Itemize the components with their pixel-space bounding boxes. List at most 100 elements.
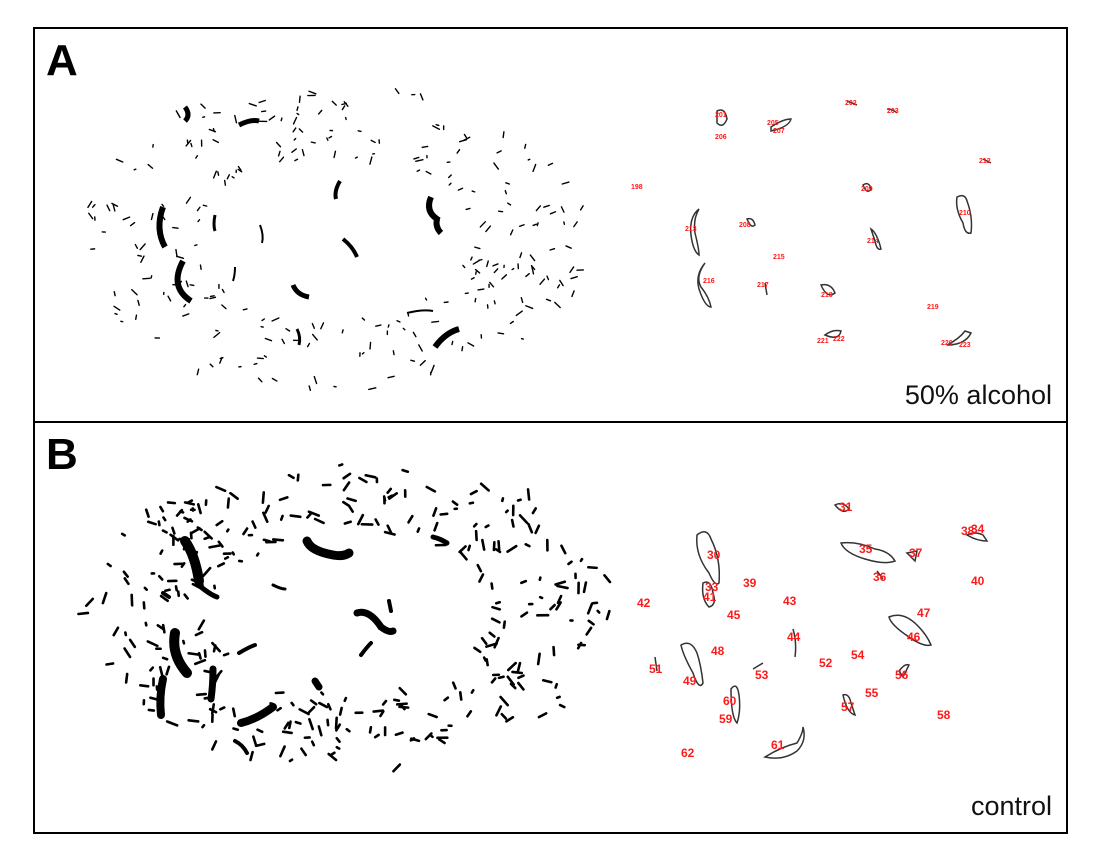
particle <box>396 320 401 323</box>
particle <box>520 579 528 585</box>
particle <box>261 491 266 504</box>
particle <box>485 658 489 667</box>
particle <box>555 601 562 611</box>
particle <box>226 497 231 509</box>
particle <box>133 168 137 171</box>
panel-a: A <box>33 27 1068 423</box>
particle <box>571 290 575 298</box>
particle <box>394 731 404 737</box>
region-label: 209 <box>861 186 873 193</box>
particle <box>138 683 150 688</box>
particle <box>386 487 393 495</box>
particle <box>474 297 477 303</box>
particle <box>313 375 318 385</box>
condition-caption: 50% alcohol <box>904 380 1052 410</box>
particle <box>178 280 183 286</box>
particle <box>493 268 499 274</box>
particle <box>172 226 179 229</box>
particle <box>398 686 408 696</box>
particle <box>176 590 181 598</box>
particle <box>218 283 220 290</box>
particle <box>182 542 187 551</box>
particle <box>326 702 332 711</box>
particle <box>190 142 193 148</box>
particle <box>392 350 395 356</box>
particle <box>486 260 489 268</box>
particle <box>94 216 96 221</box>
particle <box>200 139 203 147</box>
particle <box>561 181 570 185</box>
particle <box>311 333 318 341</box>
particle <box>451 340 454 346</box>
particle <box>480 636 488 646</box>
particle <box>499 695 510 707</box>
particle <box>209 295 215 298</box>
particle <box>418 344 423 352</box>
particle <box>123 577 130 586</box>
particle <box>506 661 517 672</box>
particle <box>506 544 518 553</box>
particle <box>161 623 166 634</box>
region-labels: 30 31 33 34 35 37 38 36 40 41 39 42 45 43 44 46 47 48 49 51… <box>637 500 985 760</box>
particle <box>431 320 440 323</box>
particle <box>274 691 285 695</box>
particle <box>222 552 232 555</box>
particle <box>317 109 323 115</box>
particle <box>517 263 520 270</box>
region-label: 221 <box>817 338 829 345</box>
region-label: 56 <box>895 668 909 682</box>
particle <box>585 626 593 636</box>
particle <box>477 288 485 291</box>
particle <box>231 175 235 179</box>
particle <box>203 669 216 675</box>
region-label: 34 <box>971 522 985 536</box>
particle <box>516 661 522 674</box>
panel-a-figure: 201 205 206 202 203 198 207 212 209 210 213 208 214 2… <box>87 88 992 392</box>
particle <box>157 520 161 527</box>
particle <box>565 245 572 249</box>
particle <box>210 740 218 751</box>
particle <box>183 501 196 506</box>
particle <box>354 156 358 159</box>
particle <box>209 363 214 368</box>
region-label: 31 <box>839 500 853 514</box>
region-label: 44 <box>787 630 801 644</box>
particle <box>421 145 429 149</box>
particle <box>292 339 299 342</box>
particle <box>261 318 266 322</box>
particle <box>152 677 155 687</box>
region-label: 212 <box>979 158 991 165</box>
region-label: 206 <box>715 134 727 141</box>
particle <box>359 352 361 357</box>
particle <box>149 696 159 701</box>
region-label: 213 <box>685 226 697 233</box>
particle <box>361 317 366 321</box>
particle <box>545 538 549 552</box>
particle <box>587 565 598 570</box>
particle <box>167 295 172 302</box>
particle <box>178 537 191 541</box>
region-label: 223 <box>959 342 971 349</box>
particle <box>586 602 594 615</box>
particle <box>158 665 164 677</box>
particle <box>541 678 553 684</box>
particle <box>358 476 368 484</box>
region-label: 49 <box>683 674 697 688</box>
particle <box>77 611 90 616</box>
particle <box>251 520 257 529</box>
particle <box>105 662 115 666</box>
particle <box>524 543 531 548</box>
particle <box>556 284 561 289</box>
particle <box>334 716 338 730</box>
region-label: 35 <box>859 542 873 556</box>
particle <box>443 696 450 702</box>
particle <box>493 300 496 305</box>
particle <box>549 247 556 251</box>
particle <box>464 292 469 295</box>
particle <box>344 116 347 121</box>
particle <box>488 283 490 289</box>
particle <box>190 527 201 535</box>
particle <box>159 594 169 603</box>
particle <box>432 507 438 517</box>
particle <box>208 128 217 133</box>
